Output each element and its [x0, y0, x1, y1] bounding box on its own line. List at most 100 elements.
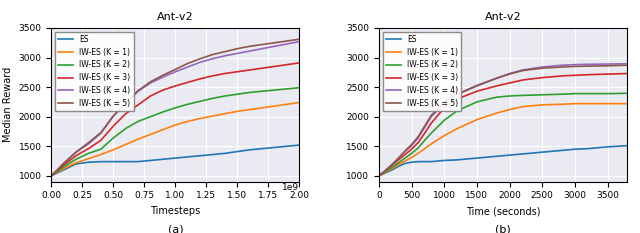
- ES: [454, 158, 461, 161]
- IW-ES (K = 3): [571, 74, 579, 77]
- IW-ES (K = 2): [271, 89, 278, 92]
- IW-ES (K = 4): [246, 50, 253, 52]
- ES: [381, 171, 389, 174]
- ES: [395, 165, 403, 168]
- IW-ES (K = 5): [584, 65, 592, 68]
- IW-ES (K = 4): [271, 45, 278, 48]
- IW-ES (K = 5): [84, 141, 92, 144]
- IW-ES (K = 3): [506, 82, 513, 84]
- IW-ES (K = 4): [296, 40, 303, 43]
- IW-ES (K = 3): [558, 75, 566, 77]
- ES: [134, 160, 142, 163]
- IW-ES (K = 4): [109, 115, 117, 117]
- IW-ES (K = 2): [72, 158, 80, 161]
- IW-ES (K = 1): [506, 108, 513, 111]
- IW-ES (K = 3): [375, 175, 383, 177]
- ES: [84, 161, 92, 164]
- IW-ES (K = 3): [623, 72, 631, 75]
- IW-ES (K = 2): [60, 166, 67, 168]
- IW-ES (K = 5): [184, 62, 191, 65]
- Title: Ant-v2: Ant-v2: [484, 12, 522, 22]
- IW-ES (K = 3): [134, 103, 142, 106]
- IW-ES (K = 5): [375, 175, 383, 177]
- IW-ES (K = 2): [538, 93, 546, 96]
- IW-ES (K = 3): [395, 158, 403, 161]
- IW-ES (K = 4): [209, 57, 216, 60]
- Line: IW-ES (K = 4): IW-ES (K = 4): [51, 41, 300, 176]
- IW-ES (K = 2): [623, 92, 631, 95]
- IW-ES (K = 2): [172, 106, 179, 109]
- IW-ES (K = 3): [296, 62, 303, 64]
- IW-ES (K = 1): [47, 175, 55, 177]
- IW-ES (K = 1): [97, 153, 105, 156]
- ES: [401, 162, 409, 165]
- IW-ES (K = 5): [134, 89, 142, 92]
- IW-ES (K = 3): [122, 112, 129, 115]
- IW-ES (K = 3): [47, 175, 55, 177]
- IW-ES (K = 4): [97, 132, 105, 135]
- IW-ES (K = 4): [284, 43, 291, 45]
- IW-ES (K = 5): [122, 101, 129, 104]
- IW-ES (K = 1): [375, 175, 383, 177]
- IW-ES (K = 5): [571, 65, 579, 68]
- IW-ES (K = 3): [473, 90, 481, 93]
- IW-ES (K = 5): [401, 150, 409, 152]
- ES: [271, 146, 278, 149]
- IW-ES (K = 5): [97, 131, 105, 134]
- IW-ES (K = 5): [259, 43, 266, 46]
- ES: [234, 150, 241, 153]
- IW-ES (K = 4): [54, 168, 61, 171]
- IW-ES (K = 5): [428, 114, 435, 117]
- IW-ES (K = 2): [401, 157, 409, 159]
- IW-ES (K = 2): [604, 92, 611, 95]
- IW-ES (K = 4): [473, 84, 481, 87]
- IW-ES (K = 1): [234, 110, 241, 113]
- IW-ES (K = 1): [395, 163, 403, 166]
- ES: [172, 157, 179, 159]
- ES: [296, 144, 303, 147]
- IW-ES (K = 5): [221, 50, 229, 53]
- IW-ES (K = 4): [221, 54, 229, 57]
- IW-ES (K = 4): [454, 93, 461, 96]
- IW-ES (K = 1): [519, 105, 527, 108]
- IW-ES (K = 2): [375, 175, 383, 177]
- IW-ES (K = 2): [440, 119, 448, 122]
- IW-ES (K = 5): [246, 45, 253, 48]
- IW-ES (K = 1): [209, 115, 216, 117]
- ES: [428, 160, 435, 163]
- IW-ES (K = 5): [421, 125, 429, 127]
- IW-ES (K = 3): [271, 65, 278, 68]
- IW-ES (K = 4): [421, 126, 429, 129]
- IW-ES (K = 4): [84, 143, 92, 145]
- ES: [221, 152, 229, 155]
- IW-ES (K = 2): [519, 94, 527, 97]
- IW-ES (K = 2): [84, 152, 92, 155]
- IW-ES (K = 5): [506, 73, 513, 75]
- IW-ES (K = 4): [122, 102, 129, 104]
- IW-ES (K = 1): [221, 112, 229, 115]
- IW-ES (K = 1): [271, 105, 278, 107]
- IW-ES (K = 4): [234, 52, 241, 55]
- ES: [184, 155, 191, 158]
- IW-ES (K = 3): [72, 154, 80, 157]
- IW-ES (K = 2): [388, 166, 396, 169]
- ES: [60, 168, 67, 171]
- IW-ES (K = 3): [538, 76, 546, 79]
- IW-ES (K = 1): [454, 127, 461, 130]
- IW-ES (K = 1): [428, 143, 435, 145]
- IW-ES (K = 5): [381, 169, 389, 172]
- IW-ES (K = 2): [493, 96, 500, 99]
- Line: IW-ES (K = 1): IW-ES (K = 1): [379, 104, 627, 176]
- IW-ES (K = 5): [519, 69, 527, 72]
- IW-ES (K = 2): [296, 86, 303, 89]
- Line: ES: ES: [379, 146, 627, 176]
- IW-ES (K = 2): [259, 90, 266, 93]
- ES: [54, 171, 61, 174]
- IW-ES (K = 4): [493, 77, 500, 80]
- Legend: ES, IW-ES (K = 1), IW-ES (K = 2), IW-ES (K = 3), IW-ES (K = 4), IW-ES (K = 5): ES, IW-ES (K = 1), IW-ES (K = 2), IW-ES …: [383, 32, 461, 111]
- IW-ES (K = 3): [381, 169, 389, 172]
- IW-ES (K = 1): [122, 143, 129, 146]
- Line: IW-ES (K = 5): IW-ES (K = 5): [379, 65, 627, 176]
- ES: [209, 153, 216, 156]
- IW-ES (K = 5): [271, 41, 278, 44]
